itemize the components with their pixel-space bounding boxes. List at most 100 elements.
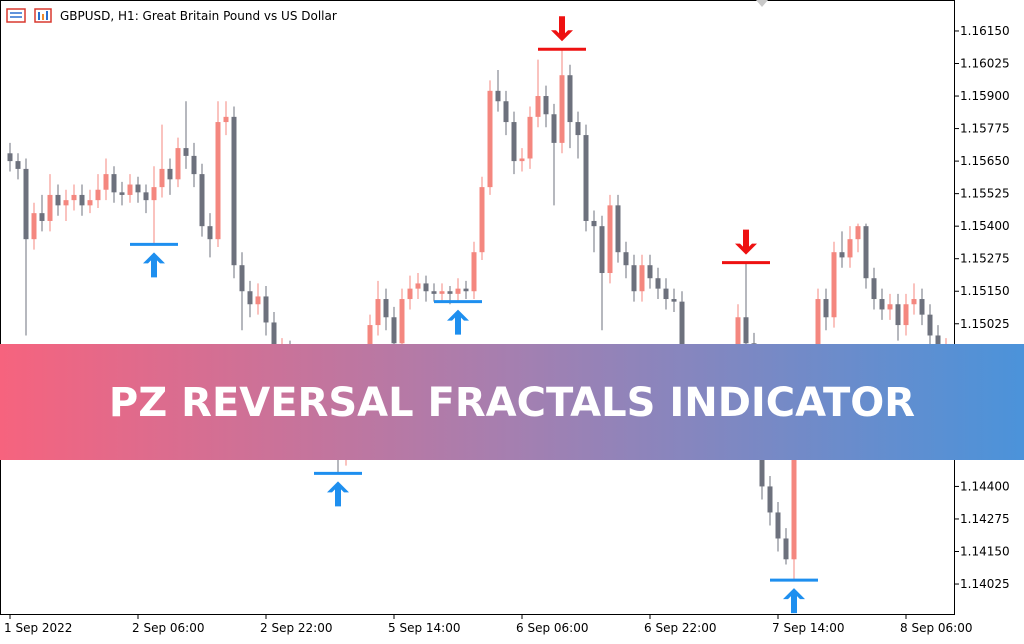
candle-body — [639, 265, 645, 292]
y-tick-label: 1.15525 — [960, 187, 1010, 201]
candle-body — [159, 168, 165, 188]
candle-body — [247, 291, 253, 305]
candle-body — [223, 116, 229, 123]
candle-body — [935, 335, 941, 352]
symbol-icons — [6, 8, 52, 23]
fractal-arrow — [735, 229, 757, 255]
banner — [0, 344, 1024, 460]
candle-body — [391, 317, 397, 344]
candle-body — [447, 291, 453, 294]
x-tick-label: 8 Sep 06:00 — [900, 621, 972, 635]
candle-body — [207, 226, 213, 240]
candle-body — [735, 317, 741, 362]
candle-body — [871, 278, 877, 300]
candle-body — [143, 192, 149, 201]
candle-body — [519, 158, 525, 162]
candle-body — [175, 148, 181, 180]
x-tick-label: 5 Sep 14:00 — [388, 621, 460, 635]
candle-body — [839, 252, 845, 258]
x-tick-label: 2 Sep 06:00 — [132, 621, 204, 635]
x-tick-label: 7 Sep 14:00 — [772, 621, 844, 635]
y-tick-label: 1.15400 — [960, 219, 1010, 233]
candle-body — [671, 299, 677, 302]
candle-body — [383, 299, 389, 318]
candle-body — [535, 96, 541, 117]
fractal-low-marker — [770, 578, 818, 614]
candle-body — [439, 291, 445, 294]
candle-body — [455, 288, 461, 294]
y-tick-label: 1.16025 — [960, 57, 1010, 71]
candle-body — [263, 296, 269, 323]
candle-body — [239, 265, 245, 292]
candle-body — [831, 252, 837, 318]
candle-body — [31, 213, 37, 240]
candle-body — [135, 184, 141, 193]
candle-body — [399, 299, 405, 344]
candle-body — [215, 122, 221, 240]
candle-body — [847, 239, 853, 258]
candle-body — [591, 220, 597, 227]
candle-body — [23, 168, 29, 240]
candle-body — [511, 122, 517, 162]
candle-body — [855, 226, 861, 240]
candle-body — [527, 116, 533, 159]
candle-body — [423, 283, 429, 292]
x-tick-label: 6 Sep 22:00 — [644, 621, 716, 635]
candle-body — [775, 512, 781, 539]
fractal-high-marker — [538, 16, 586, 51]
candle-body — [271, 322, 277, 357]
candle-body — [911, 299, 917, 305]
candle-body — [255, 296, 261, 305]
shift-marker — [756, 0, 768, 7]
x-tick-label: 1 Sep 2022 — [4, 621, 72, 635]
y-tick-label: 1.16150 — [960, 24, 1010, 38]
candle-body — [39, 213, 45, 221]
y-tick-label: 1.15150 — [960, 284, 1010, 298]
x-tick-label: 2 Sep 22:00 — [260, 621, 332, 635]
fractal-arrow — [447, 309, 469, 335]
candle-body — [191, 155, 197, 175]
y-tick-label: 1.15275 — [960, 252, 1010, 266]
candle-body — [47, 194, 53, 221]
candle-body — [487, 90, 493, 188]
candle-body — [551, 114, 557, 143]
y-tick-label: 1.15900 — [960, 89, 1010, 103]
candle-body — [823, 299, 829, 318]
candle-body — [655, 278, 661, 289]
candle-body — [791, 439, 797, 560]
fractal-low-marker — [130, 242, 178, 278]
y-tick-label: 1.14400 — [960, 479, 1010, 493]
candle-body — [71, 194, 77, 201]
candle-body — [559, 75, 565, 143]
candle-body — [543, 96, 549, 115]
candle-body — [887, 304, 893, 310]
candle-body — [231, 116, 237, 266]
fractal-arrow — [783, 588, 805, 614]
candle-body — [407, 288, 413, 300]
candle-body — [647, 265, 653, 279]
candle-body — [623, 252, 629, 266]
candle-body — [183, 148, 189, 156]
candle-body — [415, 283, 421, 289]
candle-body — [615, 205, 621, 253]
candle-body — [111, 174, 117, 193]
candle-body — [567, 75, 573, 123]
candle-body — [895, 304, 901, 326]
fractal-low-marker — [434, 300, 482, 335]
candle-body — [767, 486, 773, 513]
candle-body — [127, 184, 133, 195]
candle-body — [471, 252, 477, 292]
candle-body — [95, 189, 101, 201]
y-tick-label: 1.15025 — [960, 317, 1010, 331]
x-tick-label: 6 Sep 06:00 — [516, 621, 588, 635]
candle-body — [903, 304, 909, 326]
candle-body — [607, 205, 613, 274]
fractal-low-marker — [314, 471, 362, 507]
candle-body — [927, 314, 933, 336]
candle-body — [583, 135, 589, 221]
candle-body — [863, 226, 869, 279]
candle-body — [103, 174, 109, 190]
y-tick-label: 1.14150 — [960, 544, 1010, 558]
plot-area — [7, 16, 949, 614]
candle-body — [63, 200, 69, 206]
